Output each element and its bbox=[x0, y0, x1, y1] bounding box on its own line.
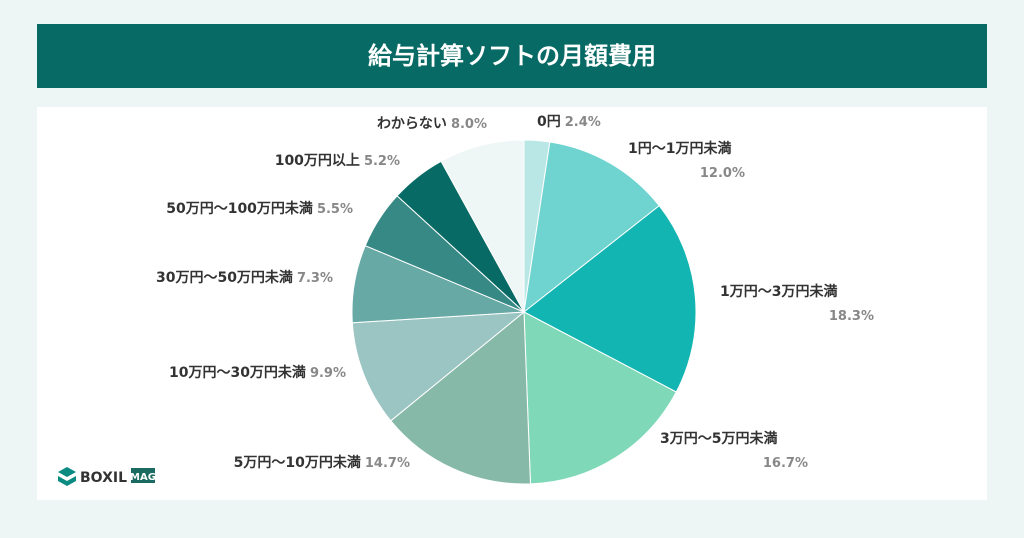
slice-label: 5万円〜10万円未満 14.7% bbox=[234, 454, 410, 471]
slice-value: 16.7% bbox=[763, 456, 808, 471]
slice-name: 5万円〜10万円未満 bbox=[234, 454, 361, 471]
pie-slice bbox=[390, 310, 532, 485]
pie-slice bbox=[440, 139, 525, 313]
slice-name: 1万円〜3万円未満 bbox=[720, 283, 837, 300]
slice-name: 100万円以上 bbox=[275, 153, 360, 169]
slice-name: 10万円〜30万円未満 bbox=[169, 364, 306, 381]
slice-label: 1円〜1万円未満 bbox=[628, 140, 731, 157]
logo-name: BOXIL bbox=[80, 470, 127, 486]
slice-value: 5.2% bbox=[364, 154, 400, 169]
pie-slice bbox=[523, 205, 697, 393]
logo-badge-text: MAG bbox=[130, 472, 156, 483]
slice-name: 30万円〜50万円未満 bbox=[156, 269, 293, 286]
slice-label: 50万円〜100万円未満 5.5% bbox=[166, 200, 353, 217]
slice-name: わからない bbox=[377, 116, 447, 132]
logo: BOXIL MAG bbox=[58, 467, 156, 486]
title-bar bbox=[37, 24, 987, 88]
slice-label: 30万円〜50万円未満 7.3% bbox=[156, 269, 333, 286]
slice-label: 3万円〜5万円未満 bbox=[660, 430, 777, 447]
chart-title: 給与計算ソフトの月額費用 bbox=[368, 42, 656, 70]
slice-label: 0円 2.4% bbox=[537, 114, 601, 130]
slice-value: 7.3% bbox=[297, 271, 333, 286]
slice-value: 14.7% bbox=[365, 456, 410, 471]
slice-name: 3万円〜5万円未満 bbox=[660, 430, 777, 447]
slice-value: 2.4% bbox=[565, 115, 601, 130]
slice-name: 1円〜1万円未満 bbox=[628, 140, 731, 157]
slice-value: 18.3% bbox=[829, 309, 874, 324]
slice-value: 8.0% bbox=[451, 117, 487, 132]
slice-value: 5.5% bbox=[317, 202, 353, 217]
slice-name: 50万円〜100万円未満 bbox=[166, 200, 313, 217]
pie-slice bbox=[351, 311, 526, 422]
slice-label: 10万円〜30万円未満 9.9% bbox=[169, 364, 346, 381]
slice-label: 100万円以上 5.2% bbox=[275, 153, 400, 169]
slice-value: 9.9% bbox=[310, 366, 346, 381]
logo-icon bbox=[58, 467, 76, 486]
pie-slice bbox=[523, 141, 660, 314]
slice-value: 12.0% bbox=[700, 166, 745, 181]
slice-name: 0円 bbox=[537, 114, 561, 130]
slice-label: 1万円〜3万円未満 bbox=[720, 283, 837, 300]
slice-label: わからない 8.0% bbox=[377, 116, 487, 132]
pie-slice bbox=[523, 311, 677, 485]
logo-badge bbox=[131, 468, 155, 483]
